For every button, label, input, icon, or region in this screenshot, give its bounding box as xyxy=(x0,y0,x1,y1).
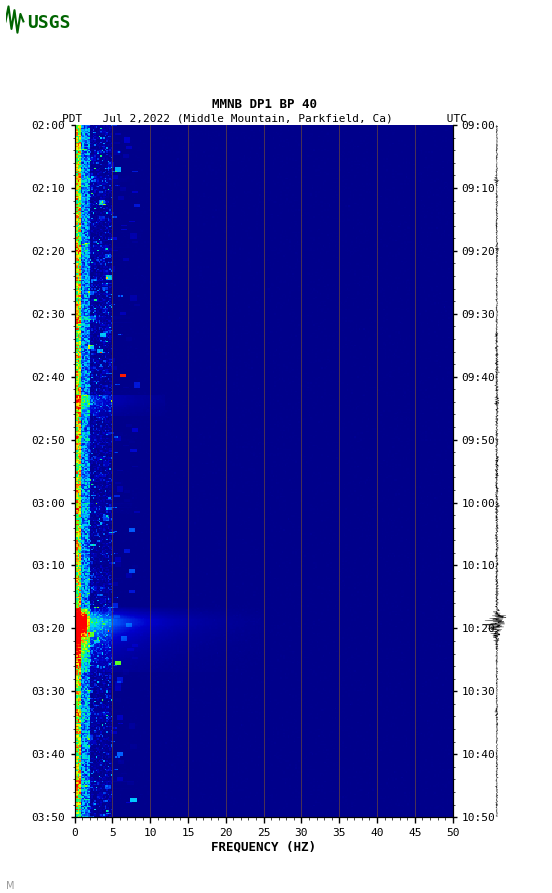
Text: MMNB DP1 BP 40: MMNB DP1 BP 40 xyxy=(213,97,317,111)
Text: PDT   Jul 2,2022 (Middle Mountain, Parkfield, Ca)        UTC: PDT Jul 2,2022 (Middle Mountain, Parkfie… xyxy=(62,113,468,123)
Text: M: M xyxy=(6,880,14,890)
X-axis label: FREQUENCY (HZ): FREQUENCY (HZ) xyxy=(211,840,316,854)
Text: USGS: USGS xyxy=(28,14,71,32)
